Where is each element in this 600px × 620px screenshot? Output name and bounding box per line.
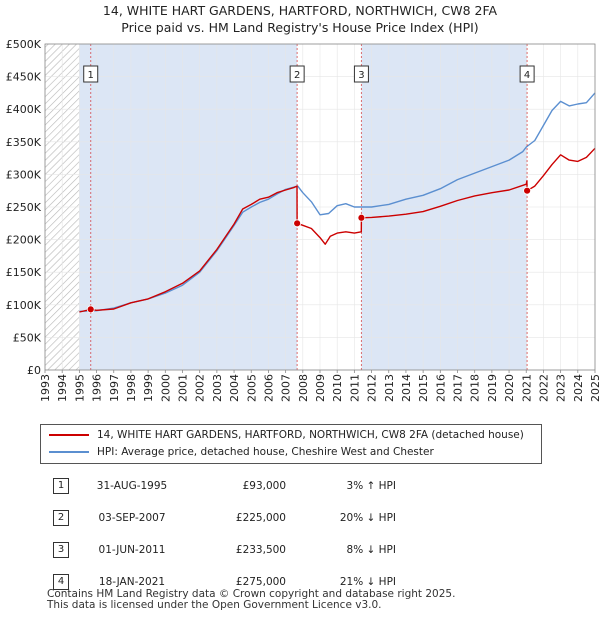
- x-tick-label: 2013: [383, 374, 396, 402]
- x-tick-label: 2006: [262, 374, 275, 402]
- sale-number-badge: 3: [53, 542, 69, 558]
- sales-row: 2 03-SEP-2007 £225,000 20% ↓ HPI: [40, 502, 396, 534]
- x-tick-label: 2015: [417, 374, 430, 402]
- sale-number-box: [289, 65, 305, 83]
- x-tick-label: 1996: [91, 374, 104, 402]
- sale-number-label: 3: [358, 70, 364, 81]
- sale-hpi-diff: 21% ↓ HPI: [339, 576, 396, 588]
- y-tick-label: £400K: [6, 103, 42, 116]
- y-tick-label: £450K: [6, 71, 42, 84]
- x-tick-label: 2016: [434, 374, 447, 402]
- y-tick-label: £350K: [6, 136, 42, 149]
- x-tick-label: 2009: [314, 374, 327, 402]
- y-tick-label: £150K: [6, 266, 42, 279]
- sale-number-box: [519, 65, 535, 83]
- sale-hpi-diff: 8% ↓ HPI: [346, 544, 396, 556]
- sale-number-badge: 4: [53, 574, 69, 590]
- x-tick-label: 2020: [503, 374, 516, 402]
- x-tick-label: 2023: [555, 374, 568, 402]
- footer-line-1: Contains HM Land Registry data © Crown c…: [47, 588, 456, 600]
- x-tick-label: 1997: [108, 374, 121, 402]
- legend-swatch-property: [49, 434, 89, 436]
- footer-attribution: Contains HM Land Registry data © Crown c…: [47, 589, 455, 611]
- sale-date: 31-AUG-1995: [96, 480, 168, 492]
- x-tick-label: 2018: [469, 374, 482, 402]
- sale-number-badge: 2: [53, 510, 69, 526]
- sale-date: 03-SEP-2007: [98, 512, 166, 524]
- x-tick-label: 2024: [572, 374, 585, 402]
- sale-date: 01-JUN-2011: [98, 544, 166, 556]
- x-tick-label: 2010: [331, 374, 344, 402]
- y-tick-label: £100K: [6, 299, 42, 312]
- y-tick-label: £200K: [6, 234, 42, 247]
- legend-label-hpi: HPI: Average price, detached house, Ches…: [97, 446, 434, 458]
- y-tick-label: £300K: [6, 168, 42, 181]
- y-tick-label: £0: [27, 364, 41, 377]
- sale-point: [357, 213, 366, 222]
- chart-title-line-1: 14, WHITE HART GARDENS, HARTFORD, NORTHW…: [102, 3, 498, 18]
- y-tick-label: £50K: [13, 331, 42, 344]
- x-tick-label: 1999: [142, 374, 155, 402]
- sale-point: [86, 305, 95, 314]
- sale-number-badge: 1: [53, 478, 69, 494]
- legend-label-property: 14, WHITE HART GARDENS, HARTFORD, NORTHW…: [97, 429, 524, 441]
- sale-hpi-diff: 20% ↓ HPI: [339, 512, 396, 524]
- sales-row: 1 31-AUG-1995 £93,000 3% ↑ HPI: [40, 470, 396, 502]
- y-tick-label: £500K: [6, 38, 42, 51]
- legend-swatch-hpi: [49, 451, 89, 453]
- x-tick-label: 2025: [589, 374, 600, 402]
- x-tick-label: 2012: [366, 374, 379, 402]
- x-tick-label: 2000: [159, 374, 172, 402]
- x-tick-label: 2021: [520, 374, 533, 402]
- x-tick-label: 2019: [486, 374, 499, 402]
- footer-line-2: This data is licensed under the Open Gov…: [47, 599, 382, 611]
- sale-price: £93,000: [242, 480, 286, 492]
- x-tick-label: 2005: [245, 374, 258, 402]
- sale-number-box: [83, 65, 99, 83]
- legend-entry-property: 14, WHITE HART GARDENS, HARTFORD, NORTHW…: [49, 427, 524, 443]
- x-tick-label: 2008: [297, 374, 310, 402]
- x-tick-label: 2001: [177, 374, 190, 402]
- sale-point: [523, 186, 532, 195]
- sale-price: £225,000: [235, 512, 286, 524]
- x-tick-label: 2014: [400, 374, 413, 402]
- sales-table: 1 31-AUG-1995 £93,000 3% ↑ HPI 2 03-SEP-2007 £…: [40, 470, 396, 598]
- legend-entry-hpi: HPI: Average price, detached house, Ches…: [49, 444, 434, 460]
- x-tick-label: 2022: [537, 374, 550, 402]
- x-tick-label: 2002: [194, 374, 207, 402]
- x-tick-label: 2011: [348, 374, 361, 402]
- sale-number-label: 1: [88, 70, 94, 81]
- chart-title-line-2: Price paid vs. HM Land Registry's House …: [121, 20, 479, 35]
- x-tick-label: 2003: [211, 374, 224, 402]
- sale-date: 18-JAN-2021: [98, 576, 166, 588]
- sales-row: 3 01-JUN-2011 £233,500 8% ↓ HPI: [40, 534, 396, 566]
- hpi-series-line: [79, 92, 596, 312]
- x-tick-label: 1998: [125, 374, 138, 402]
- x-tick-label: 1994: [56, 374, 69, 402]
- price-chart: 1 2 3 4 £0 £50K £100K £150K £200K £250K £300K £350…: [6, 38, 600, 402]
- sale-number-box: [353, 65, 369, 83]
- sale-hpi-diff: 3% ↑ HPI: [346, 480, 396, 492]
- sale-number-label: 2: [294, 70, 300, 81]
- sale-price: £233,500: [235, 544, 286, 556]
- x-tick-label: 2007: [280, 374, 293, 402]
- sale-price: £275,000: [235, 576, 286, 588]
- x-tick-label: 2017: [452, 374, 465, 402]
- x-tick-label: 1993: [39, 374, 52, 402]
- sale-number-label: 4: [524, 70, 530, 81]
- x-tick-label: 2004: [228, 374, 241, 402]
- chart-legend: 14, WHITE HART GARDENS, HARTFORD, NORTHW…: [40, 424, 542, 464]
- sale-point: [293, 219, 302, 228]
- sales-row: 4 18-JAN-2021 £275,000 21% ↓ HPI: [40, 566, 396, 598]
- x-tick-label: 1995: [73, 374, 86, 402]
- y-tick-label: £250K: [6, 201, 42, 214]
